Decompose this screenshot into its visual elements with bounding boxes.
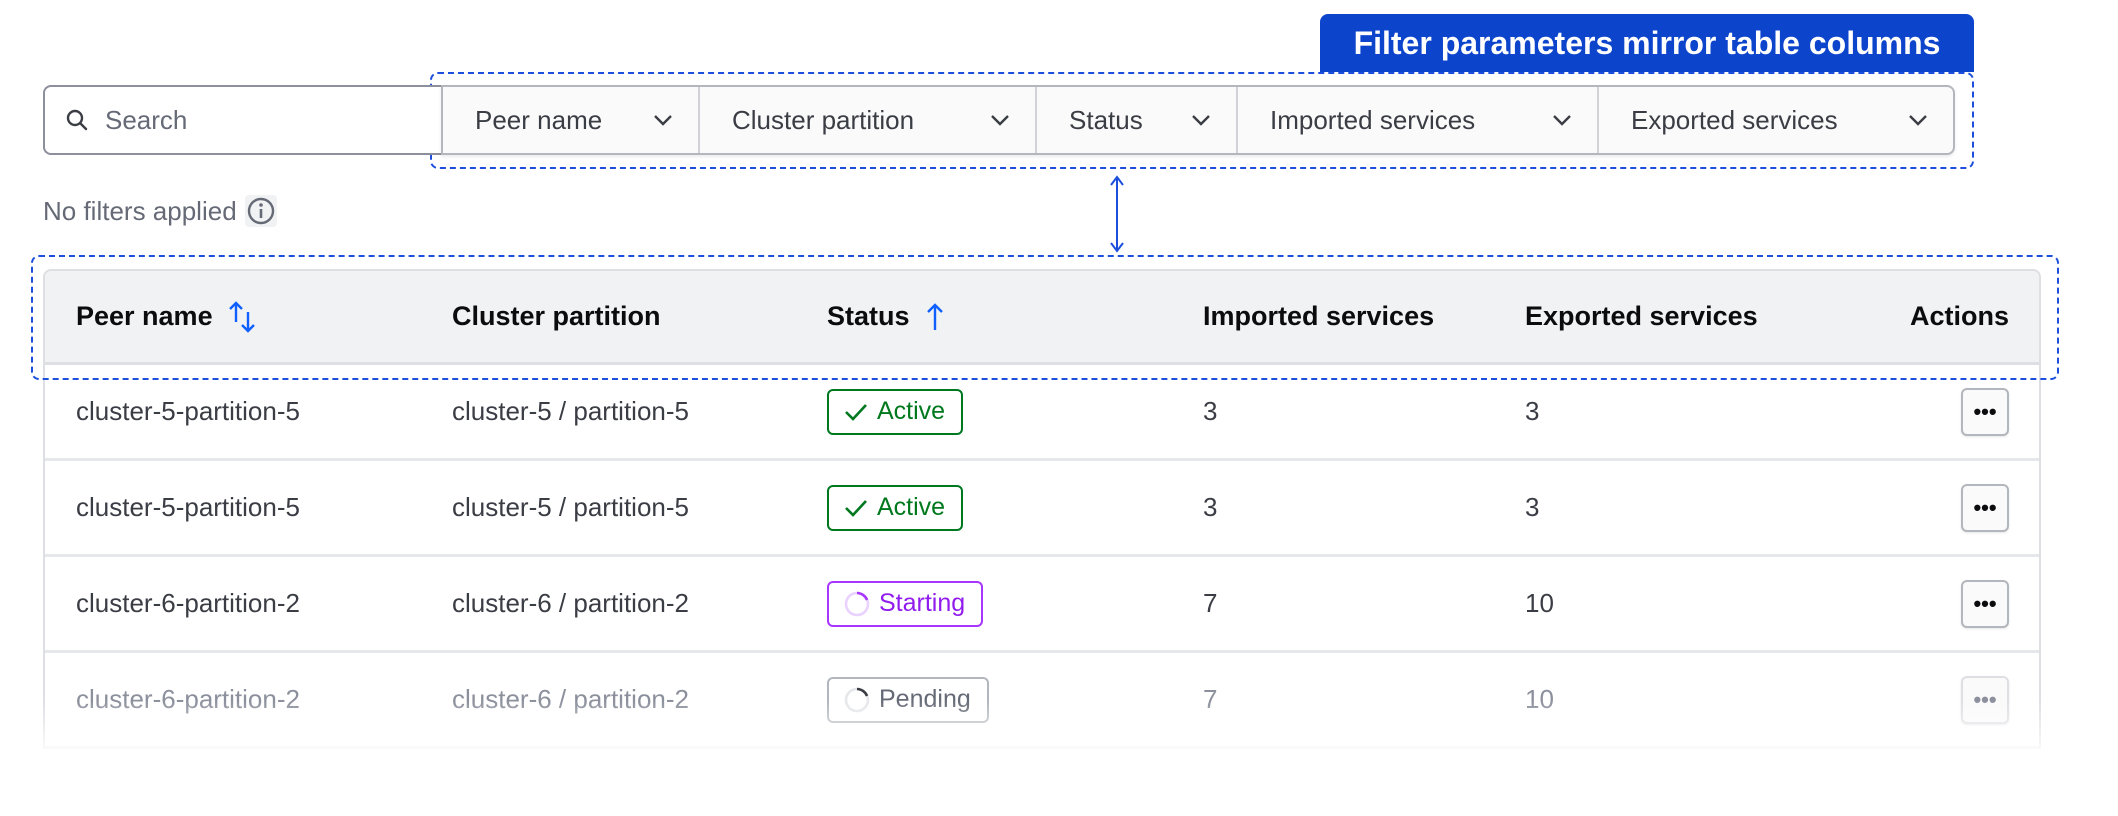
chevron-down-icon bbox=[1553, 115, 1571, 126]
filter-peer-name[interactable]: Peer name bbox=[443, 87, 700, 153]
cell-peer-name: cluster-5-partition-5 bbox=[76, 396, 300, 426]
cell-cluster-partition: cluster-5 / partition-5 bbox=[452, 396, 689, 426]
more-actions-button[interactable]: ••• bbox=[1961, 579, 2009, 628]
filter-label: Peer name bbox=[475, 104, 603, 135]
check-icon bbox=[845, 499, 867, 517]
header-exported-services: Exported services bbox=[1525, 271, 1758, 362]
table-row: cluster-5-partition-5 cluster-5 / partit… bbox=[45, 365, 2039, 461]
filter-label: Cluster partition bbox=[732, 104, 915, 135]
filter-label: Imported services bbox=[1270, 104, 1476, 135]
cell-exported-services: 3 bbox=[1525, 492, 1540, 522]
filter-exported-services[interactable]: Exported services bbox=[1599, 87, 1953, 153]
cell-peer-name: cluster-5-partition-5 bbox=[76, 492, 300, 522]
header-status[interactable]: Status bbox=[827, 271, 946, 362]
annotation-label: Filter parameters mirror table columns bbox=[1320, 14, 1974, 72]
table-row: cluster-5-partition-5 cluster-5 / partit… bbox=[45, 461, 2039, 557]
loading-icon bbox=[844, 591, 870, 616]
header-label: Peer name bbox=[76, 301, 213, 331]
cell-imported-services: 7 bbox=[1203, 588, 1218, 618]
cell-peer-name: cluster-6-partition-2 bbox=[76, 588, 300, 618]
filter-label: Status bbox=[1069, 104, 1143, 135]
chevron-down-icon bbox=[1909, 115, 1927, 126]
header-label: Imported services bbox=[1203, 301, 1435, 331]
filter-status[interactable]: Status bbox=[1037, 87, 1238, 153]
double-arrow-connector bbox=[1110, 175, 1124, 253]
cell-exported-services: 3 bbox=[1525, 396, 1540, 426]
header-label: Cluster partition bbox=[452, 301, 661, 331]
sort-ascending-icon[interactable] bbox=[924, 302, 946, 332]
header-imported-services: Imported services bbox=[1203, 271, 1434, 362]
status-label: Active bbox=[877, 493, 946, 521]
fade-overlay bbox=[43, 700, 2041, 760]
cell-cluster-partition: cluster-6 / partition-2 bbox=[452, 588, 689, 618]
cell-actions: ••• bbox=[1961, 365, 2009, 458]
no-filters-label: No filters applied bbox=[43, 195, 237, 226]
cell-status: Starting bbox=[827, 557, 984, 650]
table-row: cluster-6-partition-2 cluster-6 / partit… bbox=[45, 557, 2039, 653]
header-peer-name[interactable]: Peer name bbox=[76, 271, 257, 362]
check-icon bbox=[845, 403, 867, 421]
chevron-down-icon bbox=[654, 115, 672, 126]
filter-bar: Peer name Cluster partition Status Impor… bbox=[441, 85, 1955, 155]
filter-imported-services[interactable]: Imported services bbox=[1238, 87, 1599, 153]
header-actions: Actions bbox=[1910, 271, 2009, 362]
sort-icon[interactable] bbox=[227, 300, 257, 334]
cell-status: Active bbox=[827, 365, 964, 458]
status-label: Starting bbox=[879, 589, 966, 617]
cell-exported-services: 10 bbox=[1525, 588, 1554, 618]
cell-actions: ••• bbox=[1961, 461, 2009, 554]
annotation-header-outline bbox=[31, 255, 2059, 380]
search-icon bbox=[66, 109, 88, 131]
header-label: Actions bbox=[1909, 301, 2009, 331]
cell-status: Active bbox=[827, 461, 964, 554]
cell-imported-services: 3 bbox=[1203, 396, 1218, 426]
cell-actions: ••• bbox=[1961, 557, 2009, 650]
status-badge: Active bbox=[827, 484, 964, 531]
filter-cluster-partition[interactable]: Cluster partition bbox=[700, 87, 1037, 153]
filter-label: Exported services bbox=[1631, 104, 1838, 135]
header-cluster-partition: Cluster partition bbox=[452, 271, 661, 362]
cell-imported-services: 3 bbox=[1203, 492, 1218, 522]
more-actions-button[interactable]: ••• bbox=[1961, 387, 2009, 436]
cell-cluster-partition: cluster-5 / partition-5 bbox=[452, 492, 689, 522]
chevron-down-icon bbox=[1192, 115, 1210, 126]
more-actions-button[interactable]: ••• bbox=[1961, 483, 2009, 532]
chevron-down-icon bbox=[991, 115, 1009, 126]
status-badge: Active bbox=[827, 388, 964, 435]
filter-status-text: No filters applied bbox=[43, 195, 277, 227]
table-header: Peer name Cluster partition Status Impor… bbox=[45, 271, 2039, 365]
search-field[interactable] bbox=[43, 85, 443, 155]
info-icon[interactable] bbox=[244, 195, 277, 227]
search-input[interactable] bbox=[105, 104, 405, 136]
status-label: Active bbox=[877, 397, 946, 425]
header-label: Exported services bbox=[1525, 301, 1758, 331]
header-label: Status bbox=[827, 301, 910, 331]
peers-table: Peer name Cluster partition Status Impor… bbox=[43, 269, 2041, 749]
status-badge: Starting bbox=[827, 580, 984, 627]
